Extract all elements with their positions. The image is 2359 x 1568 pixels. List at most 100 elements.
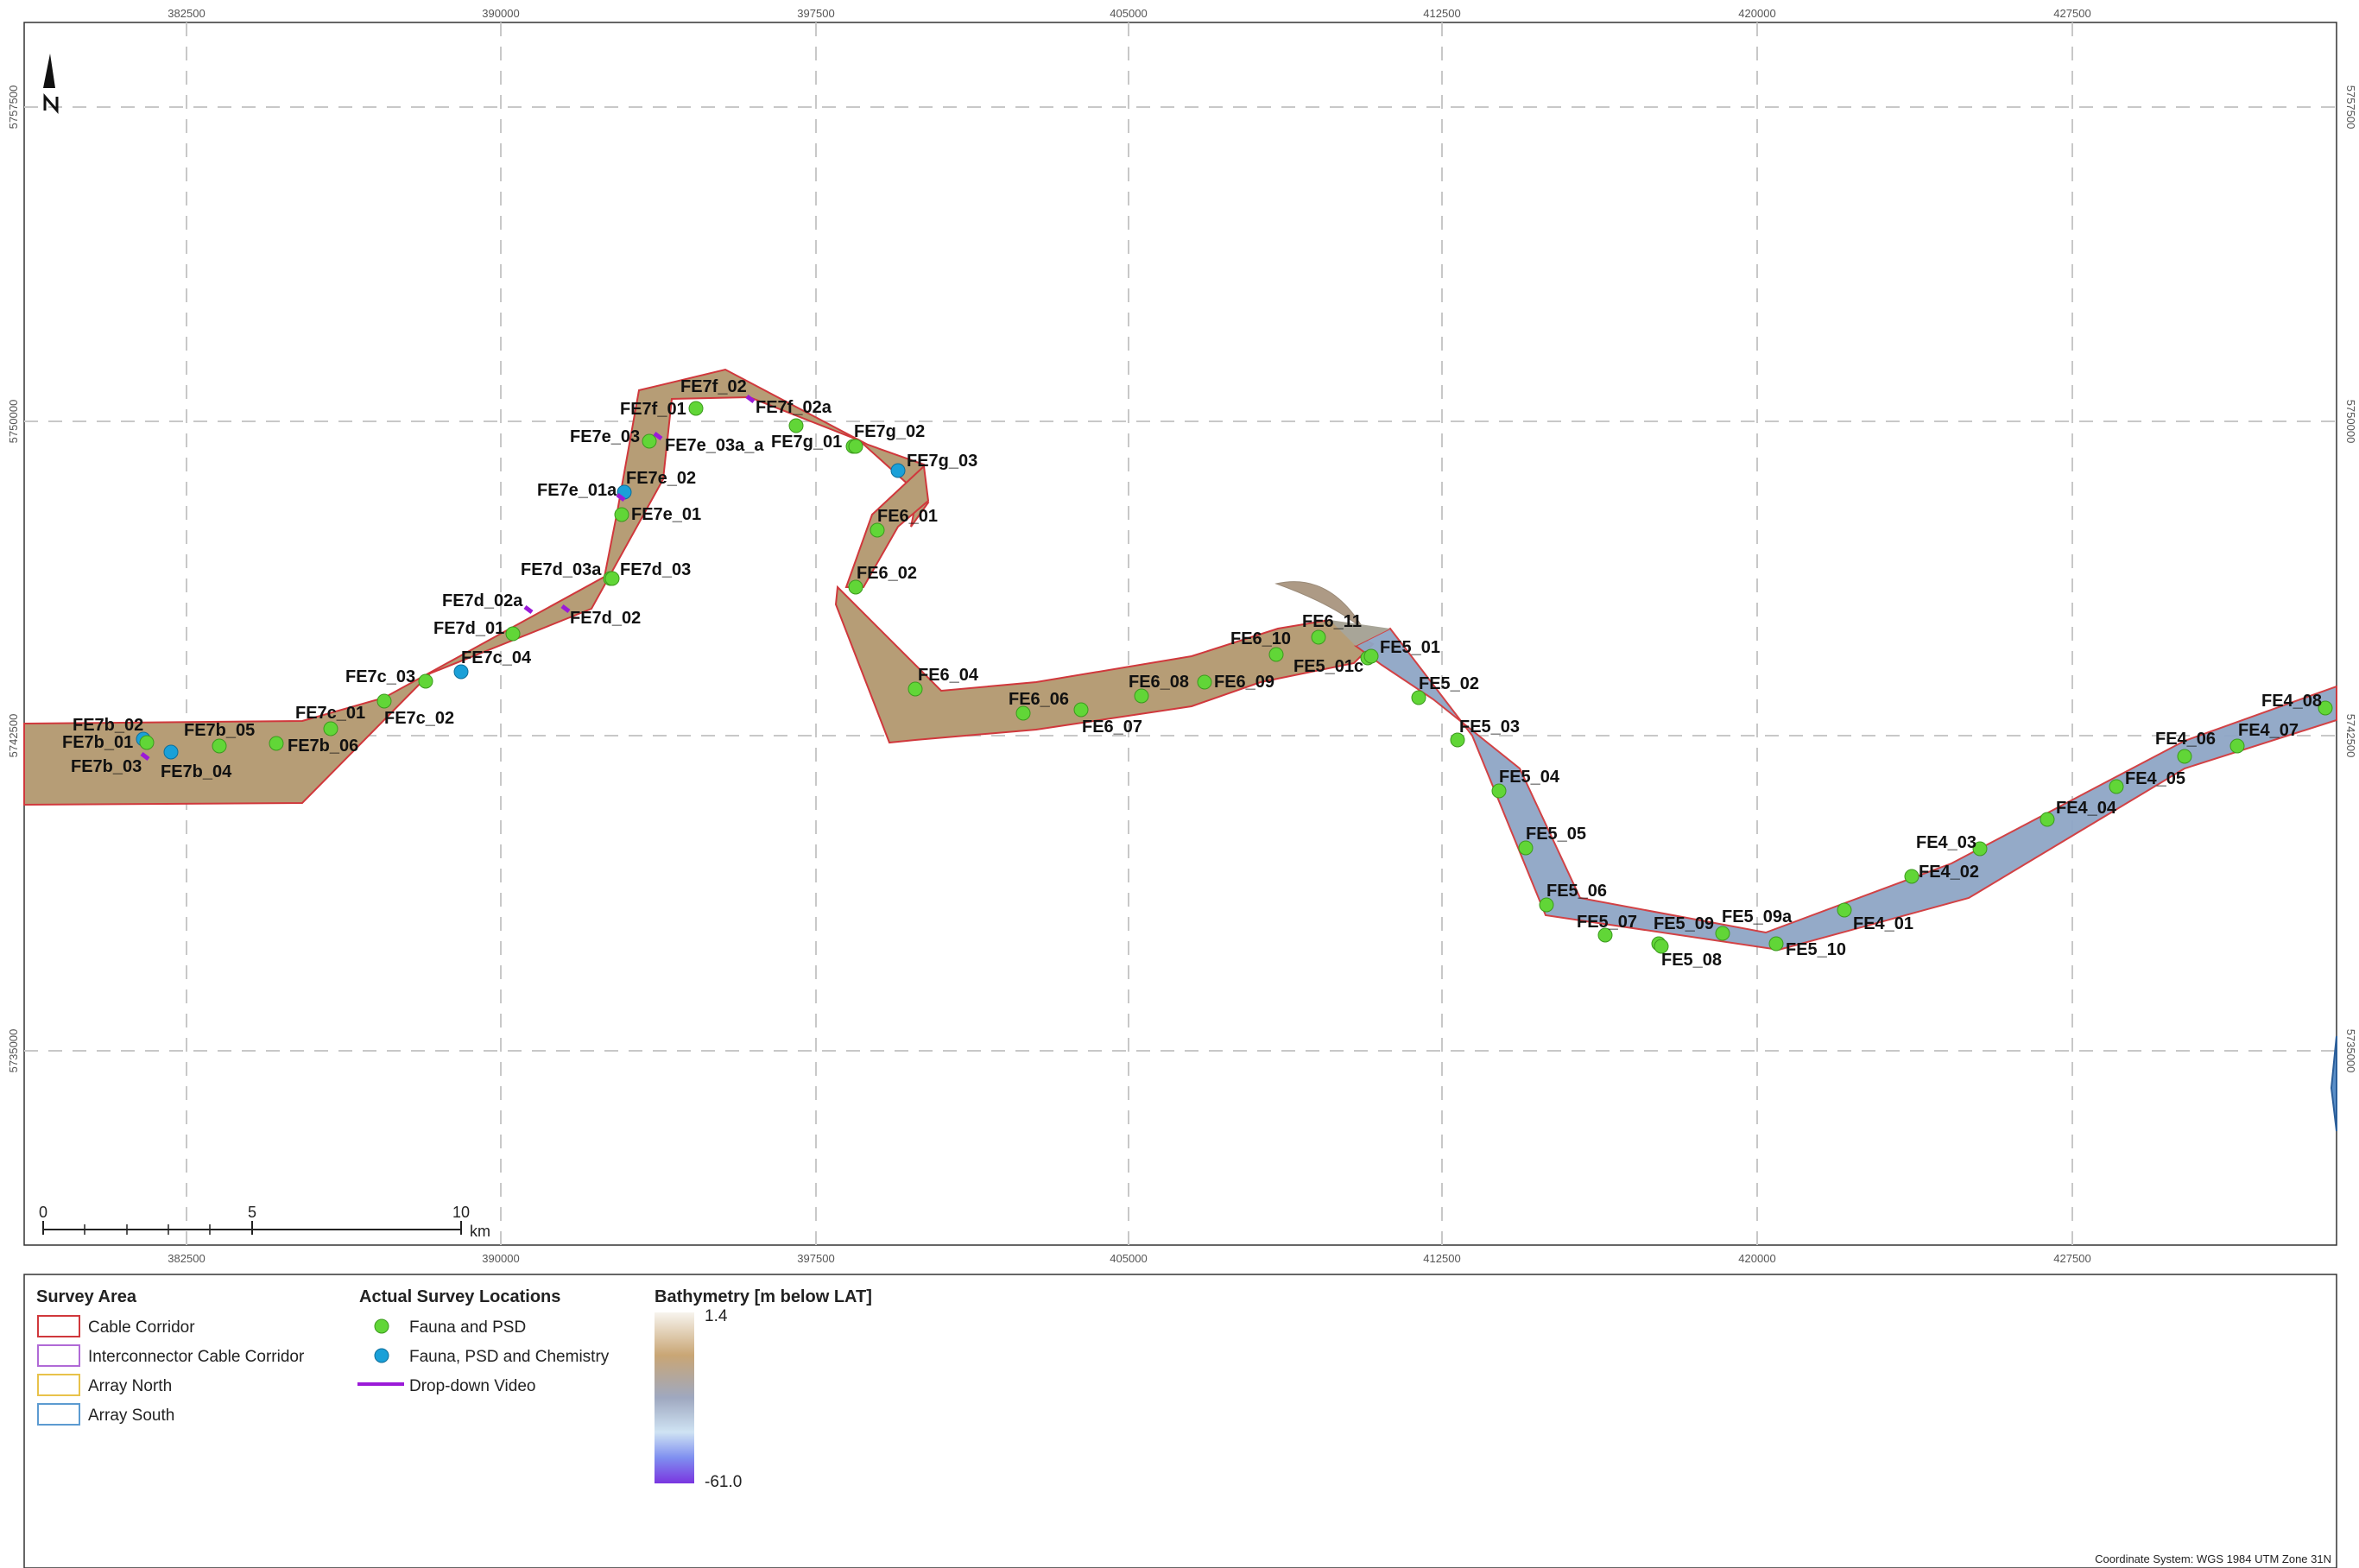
station-label: FE7g_02 [854,422,925,441]
station-label: FE7d_02a [442,591,523,610]
station-label: FE7e_01a [537,481,617,500]
station-label: FE7c_02 [384,709,454,728]
station-label: FE6_11 [1302,612,1362,631]
station-marker [1197,674,1212,690]
station-marker [2109,779,2124,794]
bathymetry-colorbar [655,1312,694,1483]
legend-bathymetry: Bathymetry [m below LAT] 1.4 -61.0 [655,1287,872,1491]
legend-frame [23,1274,2337,1568]
station-label: FE7e_03a_a [665,436,764,455]
corridor-shallow-hook [844,464,930,588]
legend-survey-area: Survey Area Cable Corridor Interconnecto… [36,1287,305,1426]
station-label: FE5_07 [1577,913,1637,932]
x-tick-label: 405000 [1110,1252,1147,1265]
legend-item-video: Drop-down Video [409,1377,535,1395]
legend-item-interconnector: Interconnector Cable Corridor [88,1348,305,1366]
station-marker [453,664,469,680]
station-marker [1491,783,1507,799]
station-marker [1268,647,1284,662]
cable-corridor-swatch [37,1315,80,1337]
legend-item-fauna-psd: Fauna and PSD [409,1318,526,1337]
x-tick-label: 397500 [797,7,834,20]
station-marker [418,673,433,689]
station-label: FE7b_01 [62,733,133,752]
station-marker [376,693,392,709]
x-tick-label: 427500 [2053,1252,2090,1265]
corridor-shallow-middle [834,585,1375,744]
legend-locations-title: Actual Survey Locations [359,1287,560,1306]
station-marker [1904,869,1919,884]
station-label: FE7d_01 [433,619,504,638]
station-label: FE7f_02a [756,398,832,417]
bathymetry-min-label: -61.0 [705,1473,742,1491]
x-tick-label: 427500 [2053,7,2090,20]
station-label: FE5_01c [1293,657,1363,676]
station-marker [848,439,863,454]
y-tick-label: 5742500 [7,714,20,758]
y-tick-label: 5750000 [2344,400,2357,444]
station-label: FE7g_03 [907,452,977,471]
station-marker [1363,648,1379,664]
station-label: FE4_08 [2261,692,2322,711]
scale-bar-label: 5 [248,1204,256,1221]
station-marker [604,571,620,586]
corridor-deep-section [1354,627,2337,952]
station-label: FE5_02 [1419,674,1479,693]
y-tick-label: 5742500 [2344,714,2357,758]
station-label: FE4_03 [1916,833,1976,852]
station-marker [848,579,863,595]
station-marker [1539,897,1554,913]
station-label: FE7g_01 [771,433,842,452]
cable-corridor [23,368,2337,1132]
station-label: FE5_10 [1786,940,1846,959]
corridor-connector [1330,620,1390,646]
station-label: FE4_02 [1919,863,1979,882]
array-north-swatch [37,1374,80,1396]
fauna-psd-marker-icon [374,1318,389,1334]
station-marker [2229,738,2245,754]
station-label: FE7b_06 [288,737,358,756]
station-label: FE7e_03 [570,427,640,446]
fauna-psd-chem-marker-icon [374,1348,389,1363]
x-tick-label: 382500 [168,7,205,20]
video-transect-marker [523,605,534,614]
x-tick-label: 397500 [797,1252,834,1265]
station-marker [2177,749,2192,764]
legend-bathymetry-title: Bathymetry [m below LAT] [655,1287,872,1306]
video-transect-marker [616,493,626,502]
legend-item-array-south: Array South [88,1407,174,1425]
scale-bar-label: 10 [452,1204,470,1221]
station-label: FE6_02 [857,564,917,583]
north-arrow [43,54,59,114]
x-tick-label: 382500 [168,1252,205,1265]
station-label: FE7c_03 [345,667,415,686]
station-label: FE5_06 [1546,882,1607,901]
station-label: FE4_04 [2056,799,2117,818]
station-label: FE6_07 [1082,718,1142,737]
interconnector-swatch [37,1344,80,1367]
station-marker [1837,902,1852,918]
station-label: FE7f_02 [680,377,747,396]
station-marker [2318,700,2333,716]
x-tick-label: 390000 [482,1252,519,1265]
station-marker [890,463,906,478]
station-label: FE7b_03 [71,757,142,776]
station-marker [212,738,227,754]
legend-item-array-north: Array North [88,1377,172,1395]
array-south-swatch [37,1403,80,1426]
station-marker [1015,705,1031,721]
station-label: FE7e_01 [631,505,701,524]
station-marker [614,507,629,522]
station-marker [1972,841,1988,857]
video-transect-marker [745,395,756,403]
station-label: FE5_09a [1722,907,1793,926]
station-marker [642,433,657,449]
station-label: FE4_01 [1853,914,1913,933]
station-label: FE5_08 [1661,951,1722,970]
station-label: FE7d_02 [570,609,641,628]
station-marker [1597,927,1613,943]
station-marker [1134,688,1149,704]
station-marker [269,736,284,751]
y-tick-label: 5757500 [7,85,20,130]
